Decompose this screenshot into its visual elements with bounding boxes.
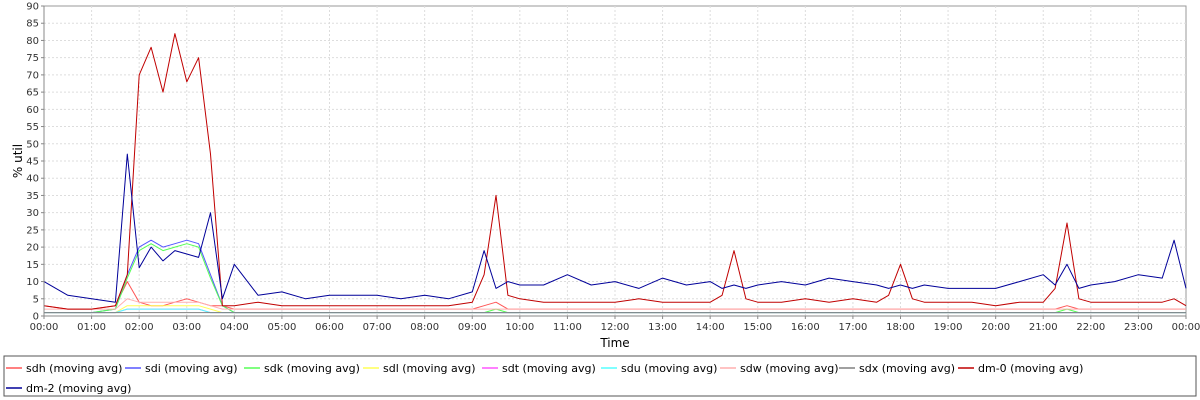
x-tick-label: 16:00 — [791, 322, 820, 333]
legend-entry: dm-2 (moving avg) — [26, 382, 131, 395]
x-tick-label: 03:00 — [172, 322, 201, 333]
y-tick-label: 10 — [26, 277, 39, 288]
x-tick-label: 06:00 — [315, 322, 344, 333]
y-tick-label: 65 — [26, 88, 39, 99]
legend-entry: sdw (moving avg) — [740, 362, 838, 375]
y-tick-label: 80 — [26, 36, 39, 47]
legend-entry: sdu (moving avg) — [621, 362, 717, 375]
y-tick-label: 50 — [26, 139, 39, 150]
x-tick-label: 04:00 — [220, 322, 249, 333]
y-tick-label: 5 — [33, 294, 39, 305]
x-tick-label: 22:00 — [1076, 322, 1105, 333]
y-tick-label: 55 — [26, 122, 39, 133]
y-tick-label: 20 — [26, 243, 39, 254]
y-tick-label: 45 — [26, 157, 39, 168]
x-tick-label: 20:00 — [981, 322, 1010, 333]
x-tick-label: 12:00 — [601, 322, 630, 333]
x-tick-label: 21:00 — [1029, 322, 1058, 333]
y-tick-label: 85 — [26, 19, 39, 30]
series-line — [44, 298, 1186, 310]
legend-entry: sdl (moving avg) — [383, 362, 476, 375]
x-axis-ticks: 00:00 01:00 02:00 03:00 04:00 05:00 06:00 07:00… — [30, 316, 1200, 333]
x-tick-label: 11:00 — [553, 322, 582, 333]
legend-entry: sdt (moving avg) — [502, 362, 596, 375]
legend-entry: sdh (moving avg) — [26, 362, 122, 375]
legend-entry: sdi (moving avg) — [145, 362, 238, 375]
y-tick-label: 60 — [26, 105, 39, 116]
y-tick-label: 30 — [26, 208, 39, 219]
y-axis-title: % util — [11, 144, 25, 178]
x-tick-label: 19:00 — [934, 322, 963, 333]
y-axis-ticks: 0 5 10 15 20 25 30 35 40 45 50 55 60 65 70 75 80 85 90 — [26, 2, 44, 323]
x-tick-label: 18:00 — [886, 322, 915, 333]
y-tick-label: 70 — [26, 70, 39, 81]
series-lines — [43, 33, 1187, 314]
x-tick-label: 00:00 — [30, 322, 59, 333]
y-tick-label: 35 — [26, 191, 39, 202]
y-tick-label: 75 — [26, 53, 39, 64]
y-tick-label: 25 — [26, 225, 39, 236]
x-tick-label: 15:00 — [743, 322, 772, 333]
plot-area — [43, 5, 1187, 317]
x-tick-label: 09:00 — [458, 322, 487, 333]
legend-entry: sdk (moving avg) — [264, 362, 360, 375]
x-tick-label: 00:00 — [1172, 322, 1200, 333]
x-tick-label: 07:00 — [363, 322, 392, 333]
x-tick-label: 05:00 — [268, 322, 297, 333]
series-line — [43, 153, 1187, 303]
y-tick-label: 90 — [26, 2, 39, 13]
y-tick-label: 40 — [26, 174, 39, 185]
x-tick-label: 02:00 — [125, 322, 154, 333]
x-tick-label: 14:00 — [696, 322, 725, 333]
x-axis-title: Time — [599, 336, 629, 350]
legend: sdh (moving avg) sdi (moving avg) sdk (mov… — [3, 355, 1197, 397]
x-tick-label: 01:00 — [77, 322, 106, 333]
x-tick-label: 10:00 — [505, 322, 534, 333]
legend-box — [3, 355, 1197, 397]
legend-entry: dm-0 (moving avg) — [978, 362, 1083, 375]
legend-entry: sdx (moving avg) — [859, 362, 955, 375]
y-tick-label: 15 — [26, 260, 39, 271]
x-tick-label: 08:00 — [410, 322, 439, 333]
x-tick-label: 23:00 — [1124, 322, 1153, 333]
x-tick-label: 13:00 — [648, 322, 677, 333]
y-tick-label: 0 — [33, 312, 39, 323]
x-tick-label: 17:00 — [839, 322, 868, 333]
series-line — [43, 33, 1187, 310]
